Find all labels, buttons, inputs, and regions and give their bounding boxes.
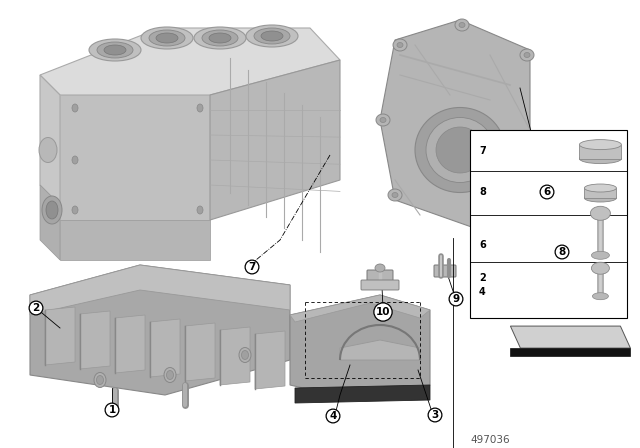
Ellipse shape bbox=[97, 375, 104, 384]
Ellipse shape bbox=[209, 33, 231, 43]
Ellipse shape bbox=[455, 19, 469, 31]
Ellipse shape bbox=[593, 293, 609, 300]
Polygon shape bbox=[220, 327, 250, 385]
Ellipse shape bbox=[584, 194, 616, 202]
Ellipse shape bbox=[397, 43, 403, 47]
Text: 10: 10 bbox=[376, 307, 390, 317]
Polygon shape bbox=[40, 75, 60, 205]
Ellipse shape bbox=[591, 262, 609, 274]
Polygon shape bbox=[45, 307, 75, 365]
Polygon shape bbox=[60, 95, 210, 220]
Ellipse shape bbox=[475, 225, 481, 231]
Polygon shape bbox=[340, 340, 420, 360]
Ellipse shape bbox=[392, 193, 398, 198]
Ellipse shape bbox=[415, 108, 505, 193]
Text: 2: 2 bbox=[33, 303, 40, 313]
Polygon shape bbox=[30, 265, 290, 315]
Ellipse shape bbox=[72, 104, 78, 112]
Text: 8: 8 bbox=[558, 247, 566, 257]
Text: 9: 9 bbox=[452, 294, 460, 304]
Ellipse shape bbox=[524, 52, 530, 57]
Bar bbox=[470, 130, 627, 318]
FancyBboxPatch shape bbox=[434, 265, 456, 277]
Ellipse shape bbox=[197, 206, 203, 214]
Text: 7: 7 bbox=[479, 146, 486, 155]
Polygon shape bbox=[30, 265, 290, 395]
Ellipse shape bbox=[261, 31, 283, 41]
Text: 8: 8 bbox=[479, 187, 486, 197]
Ellipse shape bbox=[72, 206, 78, 214]
Ellipse shape bbox=[164, 367, 176, 383]
Polygon shape bbox=[380, 20, 530, 230]
Ellipse shape bbox=[376, 114, 390, 126]
Polygon shape bbox=[290, 295, 430, 322]
Ellipse shape bbox=[254, 28, 290, 44]
Ellipse shape bbox=[459, 22, 465, 27]
Text: 5: 5 bbox=[0, 447, 1, 448]
Text: 4: 4 bbox=[479, 287, 486, 297]
Ellipse shape bbox=[584, 184, 616, 192]
Ellipse shape bbox=[202, 30, 238, 46]
Bar bbox=[584, 188, 616, 198]
Text: 6: 6 bbox=[543, 187, 550, 197]
Ellipse shape bbox=[39, 138, 57, 163]
Ellipse shape bbox=[524, 182, 530, 188]
Polygon shape bbox=[295, 385, 430, 403]
Ellipse shape bbox=[72, 156, 78, 164]
Ellipse shape bbox=[156, 33, 178, 43]
Polygon shape bbox=[511, 326, 630, 348]
Polygon shape bbox=[40, 28, 340, 95]
Ellipse shape bbox=[194, 27, 246, 49]
Ellipse shape bbox=[149, 30, 185, 46]
Polygon shape bbox=[40, 185, 60, 260]
Ellipse shape bbox=[520, 49, 534, 61]
Text: 2: 2 bbox=[479, 273, 486, 283]
Ellipse shape bbox=[42, 196, 62, 224]
Ellipse shape bbox=[520, 179, 534, 191]
Ellipse shape bbox=[426, 117, 494, 182]
Polygon shape bbox=[185, 323, 215, 381]
Polygon shape bbox=[210, 60, 340, 220]
Ellipse shape bbox=[97, 42, 133, 58]
Ellipse shape bbox=[590, 206, 611, 220]
Ellipse shape bbox=[436, 127, 484, 173]
Ellipse shape bbox=[579, 140, 621, 150]
Ellipse shape bbox=[94, 372, 106, 388]
Polygon shape bbox=[150, 319, 180, 377]
Ellipse shape bbox=[166, 370, 173, 379]
FancyBboxPatch shape bbox=[361, 280, 399, 290]
Bar bbox=[579, 145, 621, 159]
Ellipse shape bbox=[246, 25, 298, 47]
Ellipse shape bbox=[591, 251, 609, 259]
Ellipse shape bbox=[471, 222, 485, 234]
Text: 497036: 497036 bbox=[470, 435, 510, 445]
Ellipse shape bbox=[393, 39, 407, 51]
Polygon shape bbox=[255, 331, 285, 389]
Text: 1: 1 bbox=[108, 405, 116, 415]
Text: 4: 4 bbox=[330, 411, 337, 421]
Ellipse shape bbox=[241, 350, 248, 359]
Ellipse shape bbox=[380, 117, 386, 122]
Ellipse shape bbox=[375, 264, 385, 272]
Ellipse shape bbox=[104, 45, 126, 55]
Text: 6: 6 bbox=[479, 240, 486, 250]
Ellipse shape bbox=[141, 27, 193, 49]
Ellipse shape bbox=[239, 348, 251, 362]
Ellipse shape bbox=[388, 189, 402, 201]
Polygon shape bbox=[511, 348, 630, 356]
Ellipse shape bbox=[197, 104, 203, 112]
Polygon shape bbox=[115, 315, 145, 373]
Ellipse shape bbox=[89, 39, 141, 61]
Text: 3: 3 bbox=[431, 410, 438, 420]
Polygon shape bbox=[80, 311, 110, 369]
Text: 7: 7 bbox=[248, 262, 256, 272]
Polygon shape bbox=[60, 220, 210, 260]
Ellipse shape bbox=[46, 201, 58, 219]
Polygon shape bbox=[290, 295, 430, 400]
Ellipse shape bbox=[579, 154, 621, 164]
FancyBboxPatch shape bbox=[367, 270, 393, 286]
